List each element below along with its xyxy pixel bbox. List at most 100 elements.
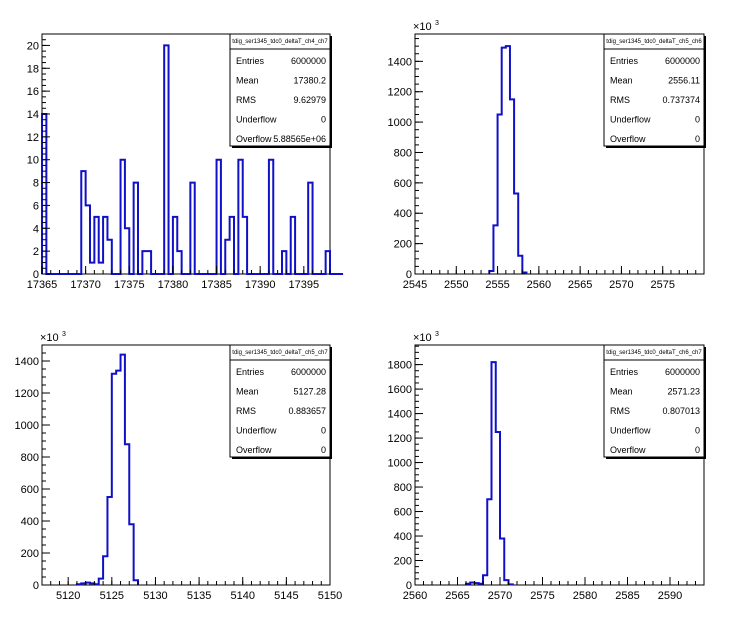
y-tick-label: 12: [27, 132, 39, 144]
x-tick-label: 2545: [403, 279, 427, 291]
y-exponent-label: ×10: [413, 332, 432, 344]
y-tick-label: 0: [33, 269, 39, 281]
y-tick-label: 6: [33, 200, 39, 212]
y-exponent-label: ×10: [40, 332, 59, 344]
stats-value: 0.737374: [662, 95, 700, 105]
y-tick-label: 1400: [15, 356, 39, 368]
stats-label: Mean: [236, 387, 259, 397]
x-tick-label: 17385: [201, 279, 232, 291]
x-tick-label: 5130: [143, 590, 167, 602]
stats-value: 0: [321, 115, 326, 125]
stats-label: Entries: [610, 56, 639, 66]
stats-label: RMS: [610, 95, 630, 105]
stats-value: 0: [695, 426, 700, 436]
y-tick-label: 1200: [388, 433, 412, 445]
y-tick-label: 1200: [15, 388, 39, 400]
y-tick-label: 400: [21, 516, 39, 528]
y-tick-label: 800: [394, 147, 412, 159]
y-tick-label: 0: [406, 580, 412, 592]
stats-value: 0: [695, 134, 700, 144]
stats-value: 5127.28: [293, 387, 326, 397]
stats-label: Overflow: [610, 134, 646, 144]
x-tick-label: 5120: [56, 590, 80, 602]
y-tick-label: 18: [27, 63, 39, 75]
x-tick-label: 5150: [318, 590, 342, 602]
stats-label: Entries: [236, 367, 265, 377]
histogram-panel-3: 0 200 400 600 800 1000 1200 1400 5120 5125 5130 513…: [15, 331, 343, 602]
y-tick-label: 1800: [388, 360, 412, 372]
histogram-panel-4: 0 200 400 600 800 1000 1200 1400 1600 1800 2560 256…: [388, 331, 706, 602]
x-tick-label: 17390: [245, 279, 276, 291]
y-tick-label: 200: [394, 239, 412, 251]
y-tick-label: 14: [27, 109, 39, 121]
stats-value: 0: [321, 426, 326, 436]
y-tick-label: 1000: [15, 420, 39, 432]
stats-box-title: tdig_ser1345_tdc0_deltaT_ch5_ch7: [232, 350, 328, 356]
y-tick-label: 200: [21, 548, 39, 560]
stats-label: Underflow: [236, 115, 277, 125]
y-tick-label: 800: [21, 452, 39, 464]
stats-value: 6000000: [665, 56, 700, 66]
y-tick-label: 1600: [388, 384, 412, 396]
x-tick-label: 2570: [609, 279, 633, 291]
stats-value: 0.807013: [662, 406, 700, 416]
stats-box: [603, 33, 705, 147]
y-tick-label: 0: [406, 269, 412, 281]
y-tick-label: 1200: [388, 87, 412, 99]
stats-label: Mean: [610, 387, 633, 397]
stats-value: 2571.23: [667, 387, 700, 397]
stats-box: [603, 344, 705, 458]
stats-label: Underflow: [610, 426, 651, 436]
stats-box: [229, 344, 331, 458]
x-tick-label: 17370: [70, 279, 101, 291]
y-tick-label: 16: [27, 86, 39, 98]
stats-value: 2556.11: [668, 76, 700, 86]
stats-box: [229, 33, 331, 147]
x-tick-label: 2575: [530, 590, 554, 602]
histogram-line: [41, 44, 344, 275]
stats-value: 9.62979: [293, 95, 326, 105]
stats-label: RMS: [236, 95, 256, 105]
histogram-panel-1: 0 2 4 6 8 10 12 14 16 18 20 17365 17370 17375 17380 173…: [27, 33, 344, 291]
x-tick-label: 2585: [615, 590, 639, 602]
y-exponent-power: 3: [62, 331, 66, 338]
stats-value: 6000000: [665, 367, 700, 377]
x-tick-label: 2580: [573, 590, 597, 602]
plot-frame: [414, 33, 705, 275]
y-tick-label: 200: [394, 556, 412, 568]
stats-label: Mean: [236, 76, 259, 86]
stats-label: Overflow: [236, 134, 272, 144]
x-tick-label: 17380: [158, 279, 189, 291]
x-tick-label: 2570: [488, 590, 512, 602]
stats-label: Underflow: [610, 115, 651, 125]
y-tick-label: 400: [394, 531, 412, 543]
y-tick-label: 2: [33, 246, 39, 258]
y-tick-label: 4: [33, 223, 39, 235]
y-tick-label: 1000: [388, 458, 412, 470]
y-exponent-power: 3: [435, 331, 439, 338]
stats-value: 6000000: [291, 56, 326, 66]
stats-label: Underflow: [236, 426, 277, 436]
stats-box-title: tdig_ser1345_tdc0_deltaT_ch5_ch6: [606, 39, 702, 45]
x-tick-label: 2575: [650, 279, 674, 291]
y-exponent-power: 3: [435, 20, 439, 27]
y-exponent-label: ×10: [413, 21, 432, 33]
x-tick-label: 2565: [445, 590, 469, 602]
histogram-line: [465, 361, 514, 586]
y-tick-label: 20: [27, 40, 39, 52]
stats-label: Overflow: [610, 445, 646, 455]
histogram-panel-2: 0 200 400 600 800 1000 1200 1400 2545 2550 2555 256…: [388, 20, 706, 291]
x-tick-label: 2565: [568, 279, 592, 291]
stats-value: 5.88565e+06: [273, 134, 326, 144]
x-tick-label: 17375: [114, 279, 145, 291]
y-tick-label: 600: [394, 507, 412, 519]
y-tick-label: 10: [27, 155, 39, 167]
y-tick-label: 1400: [388, 409, 412, 421]
stats-value: 0: [695, 115, 700, 125]
stats-label: Mean: [610, 76, 633, 86]
x-tick-label: 5140: [230, 590, 254, 602]
stats-value: 17380.2: [293, 76, 326, 86]
y-tick-label: 8: [33, 178, 39, 190]
stats-value: 0: [695, 445, 700, 455]
